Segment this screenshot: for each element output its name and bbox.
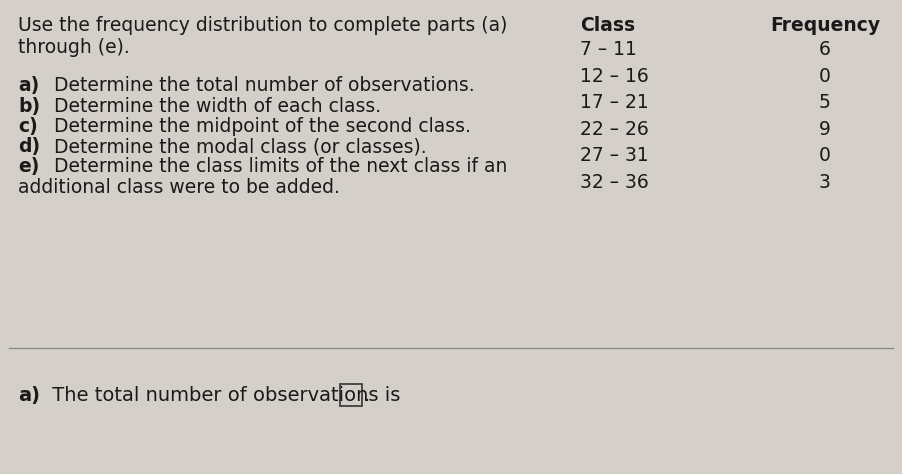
Text: 0: 0 [819,66,831,85]
Text: c): c) [18,117,38,136]
Text: Determine the class limits of the next class if an: Determine the class limits of the next c… [48,157,507,176]
Text: 5: 5 [819,93,831,112]
Text: additional class were to be added.: additional class were to be added. [18,178,340,197]
Text: Determine the midpoint of the second class.: Determine the midpoint of the second cla… [48,117,471,136]
Text: Use the frequency distribution to complete parts (a): Use the frequency distribution to comple… [18,16,507,35]
Text: e): e) [18,157,40,176]
Text: Frequency: Frequency [770,16,880,35]
Text: 3: 3 [819,173,831,191]
Text: d): d) [18,137,40,156]
Text: a): a) [18,386,40,405]
Text: 17 – 21: 17 – 21 [580,93,649,112]
Bar [340,384,362,406]
Text: Determine the modal class (or classes).: Determine the modal class (or classes). [48,137,427,156]
Text: The total number of observations is: The total number of observations is [46,386,400,405]
Text: 12 – 16: 12 – 16 [580,66,649,85]
Text: 0: 0 [819,146,831,165]
Text: 7 – 11: 7 – 11 [580,40,637,59]
Text: Determine the width of each class.: Determine the width of each class. [48,97,382,116]
Text: Class: Class [580,16,635,35]
Text: .: . [364,386,370,405]
Text: Determine the total number of observations.: Determine the total number of observatio… [48,76,474,95]
Text: a): a) [18,76,40,95]
Text: 9: 9 [819,119,831,138]
Text: 27 – 31: 27 – 31 [580,146,649,165]
Text: 32 – 36: 32 – 36 [580,173,649,191]
Text: through (e).: through (e). [18,38,130,57]
Text: 22 – 26: 22 – 26 [580,119,649,138]
Text: b): b) [18,97,40,116]
Text: 6: 6 [819,40,831,59]
